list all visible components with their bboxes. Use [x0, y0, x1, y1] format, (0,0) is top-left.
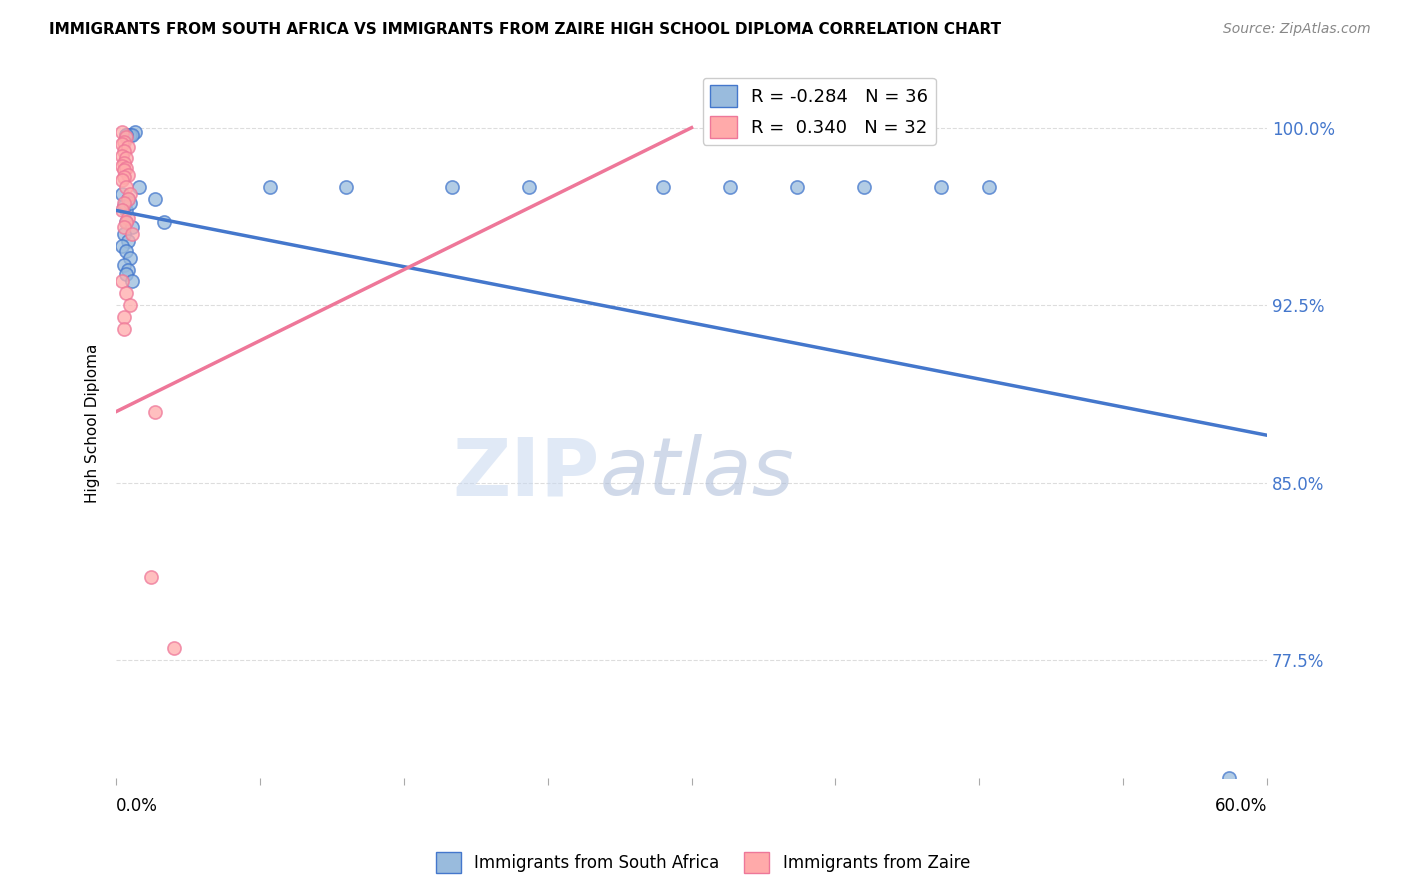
Point	[651, 179, 673, 194]
Point	[163, 641, 186, 656]
Point	[118, 251, 141, 265]
Point	[112, 163, 135, 178]
Point	[115, 215, 138, 229]
Point	[112, 310, 135, 324]
Point	[112, 156, 135, 170]
Point	[117, 128, 139, 142]
Point	[440, 179, 463, 194]
Point	[853, 179, 876, 194]
Point	[111, 239, 134, 253]
Text: IMMIGRANTS FROM SOUTH AFRICA VS IMMIGRANTS FROM ZAIRE HIGH SCHOOL DIPLOMA CORREL: IMMIGRANTS FROM SOUTH AFRICA VS IMMIGRAN…	[49, 22, 1001, 37]
Point	[128, 179, 150, 194]
Point	[111, 149, 134, 163]
Point	[111, 172, 134, 186]
Text: 60.0%: 60.0%	[1215, 797, 1267, 815]
Point	[115, 128, 138, 142]
Point	[112, 170, 135, 185]
Point	[786, 179, 808, 194]
Point	[117, 234, 139, 248]
Point	[112, 135, 135, 149]
Point	[143, 192, 166, 206]
Point	[111, 137, 134, 152]
Point	[517, 179, 540, 194]
Point	[112, 322, 135, 336]
Point	[111, 159, 134, 173]
Point	[117, 139, 139, 153]
Point	[111, 203, 134, 218]
Point	[117, 262, 139, 277]
Point	[121, 275, 143, 289]
Point	[118, 196, 141, 211]
Text: atlas: atlas	[599, 434, 794, 512]
Point	[929, 179, 952, 194]
Point	[121, 128, 143, 142]
Point	[117, 211, 139, 225]
Point	[153, 215, 176, 229]
Point	[111, 125, 134, 139]
Point	[1218, 771, 1240, 785]
Point	[115, 161, 138, 175]
Point	[124, 125, 146, 139]
Point	[117, 192, 139, 206]
Point	[115, 179, 138, 194]
Point	[115, 130, 138, 145]
Point	[115, 203, 138, 218]
Point	[115, 268, 138, 282]
Point	[112, 258, 135, 272]
Point	[718, 179, 741, 194]
Point	[115, 244, 138, 258]
Point	[121, 227, 143, 241]
Point	[112, 199, 135, 213]
Point	[115, 128, 138, 142]
Point	[121, 220, 143, 235]
Point	[111, 186, 134, 201]
Text: Source: ZipAtlas.com: Source: ZipAtlas.com	[1223, 22, 1371, 37]
Point	[143, 404, 166, 418]
Point	[115, 286, 138, 301]
Point	[139, 570, 162, 584]
Point	[118, 298, 141, 312]
Text: ZIP: ZIP	[453, 434, 599, 512]
Point	[118, 186, 141, 201]
Point	[112, 145, 135, 159]
Point	[112, 220, 135, 235]
Point	[112, 227, 135, 241]
Point	[112, 196, 135, 211]
Point	[117, 168, 139, 182]
Point	[259, 179, 281, 194]
Text: 0.0%: 0.0%	[117, 797, 157, 815]
Point	[335, 179, 357, 194]
Point	[117, 192, 139, 206]
Point	[977, 179, 1000, 194]
Point	[115, 152, 138, 166]
Legend: R = -0.284   N = 36, R =  0.340   N = 32: R = -0.284 N = 36, R = 0.340 N = 32	[703, 78, 936, 145]
Point	[115, 215, 138, 229]
Point	[111, 275, 134, 289]
Legend: Immigrants from South Africa, Immigrants from Zaire: Immigrants from South Africa, Immigrants…	[429, 846, 977, 880]
Point	[118, 128, 141, 142]
Y-axis label: High School Diploma: High School Diploma	[86, 343, 100, 503]
